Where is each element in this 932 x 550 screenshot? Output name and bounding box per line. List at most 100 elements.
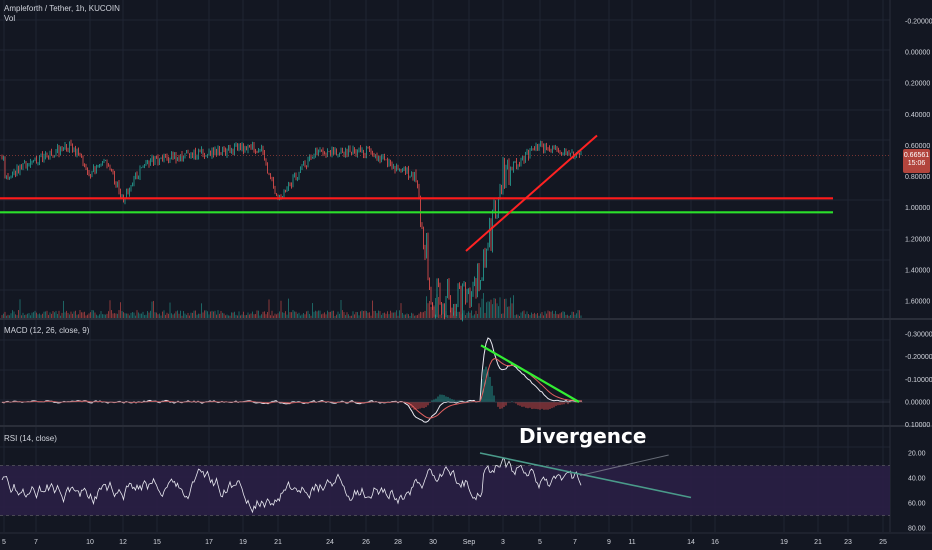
volume-bar	[265, 314, 267, 318]
price-axis-tick: 1.40000	[905, 267, 930, 274]
volume-bar	[165, 314, 166, 318]
volume-bar	[124, 313, 126, 318]
volume-bar	[487, 301, 489, 318]
macd-hist-bar	[413, 402, 415, 410]
volume-bar	[196, 314, 198, 318]
drawings[interactable]	[0, 134, 890, 499]
volume-bar	[172, 314, 174, 318]
rsi-axis-tick: 80.00	[908, 526, 926, 533]
volume-bar	[195, 310, 196, 318]
volume-bar	[466, 312, 468, 318]
volume-bar	[517, 314, 519, 318]
volume-bar	[214, 310, 216, 318]
volume-bar	[411, 312, 412, 318]
volume-bar	[177, 310, 178, 318]
macd-hist-bar	[451, 399, 453, 402]
volume-bar	[492, 304, 493, 318]
volume-bar	[531, 312, 532, 318]
volume-bar	[136, 310, 138, 318]
volume-bar	[528, 313, 529, 318]
macd-hist-bar	[531, 402, 533, 410]
volume-bar	[408, 314, 409, 318]
macd-hist-bar	[497, 402, 499, 407]
volume-bar	[84, 311, 85, 318]
divergence-annotation: Divergence	[519, 424, 647, 448]
volume-bar	[220, 310, 222, 318]
volume-bar	[244, 315, 246, 318]
volume-bar	[451, 315, 453, 318]
macd-hist-bar	[569, 402, 571, 403]
volume-bar	[441, 314, 442, 318]
rsi-line	[1, 457, 582, 514]
macd-axis-tick: 0.00000	[905, 400, 930, 407]
volume-bar	[4, 311, 6, 318]
volume-bar	[493, 298, 495, 318]
volume-bar	[361, 310, 363, 318]
volume-bar	[393, 312, 394, 318]
volume-bar	[216, 314, 217, 318]
volume-bar	[442, 312, 444, 318]
volume-bar	[474, 314, 475, 318]
volume-bar	[19, 299, 21, 318]
volume-bar	[543, 315, 544, 318]
volume-bar	[147, 311, 148, 318]
volume-bar	[369, 312, 370, 318]
volume-bar	[102, 314, 103, 318]
rsi-axis-tick: 40.00	[908, 476, 926, 483]
macd-hist-bar	[447, 396, 449, 402]
volume-bar	[523, 310, 525, 318]
volume-bar	[91, 310, 93, 318]
volume-bar	[64, 312, 66, 318]
volume-bar	[51, 313, 52, 318]
volume-bar	[99, 314, 100, 318]
volume-bar	[79, 310, 81, 318]
time-axis-tick: 17	[205, 539, 213, 546]
macd-hist-bar	[441, 394, 443, 402]
volume-bar	[490, 299, 492, 318]
volume-bar	[279, 311, 280, 318]
volume-bar	[138, 312, 139, 318]
volume-bar	[247, 312, 249, 318]
volume-bar	[561, 312, 562, 318]
volume-bar	[108, 311, 109, 318]
volume-bar	[336, 314, 337, 318]
macd-hist-bar	[557, 402, 559, 406]
volume-bar	[292, 310, 294, 318]
volume-bar	[7, 314, 9, 318]
volume-bar	[211, 310, 213, 318]
volume-bar	[457, 311, 459, 318]
volume-bar	[502, 313, 504, 318]
volume-bar	[337, 311, 339, 318]
volume-bar	[321, 314, 322, 318]
volume-bar	[132, 312, 133, 318]
volume-bar	[484, 312, 486, 318]
volume-bar	[447, 315, 448, 318]
volume-bar	[111, 310, 112, 318]
volume-bar	[514, 315, 516, 318]
price-axis-tick: 0.40000	[905, 112, 930, 119]
volume-bar	[145, 314, 147, 318]
macd-hist-bar	[487, 369, 489, 402]
volume-bar	[427, 303, 429, 318]
macd-divergence-trendline	[480, 344, 580, 403]
volume-bar	[24, 315, 25, 318]
volume-bar	[120, 302, 121, 318]
volume-bar	[307, 310, 309, 318]
volume-bar	[208, 314, 210, 318]
volume-bar	[97, 315, 99, 318]
vol-label: Vol	[4, 14, 16, 23]
volume-bar	[373, 310, 375, 318]
volume-bar	[357, 312, 358, 318]
volume-bar	[580, 315, 582, 318]
macd-hist-bar	[559, 402, 561, 406]
volume-bar	[558, 314, 559, 318]
macd-hist-bar	[517, 402, 519, 406]
axes: -0.20000 0.00000 0.20000 0.40000 0.60000 0.80…	[2, 19, 932, 547]
volume-bar	[57, 313, 58, 318]
volume-bar	[397, 315, 399, 318]
volume-bar	[535, 314, 537, 318]
volume-bar	[169, 302, 171, 318]
volume-bar	[240, 315, 241, 318]
macd-hist-bar	[511, 401, 513, 402]
